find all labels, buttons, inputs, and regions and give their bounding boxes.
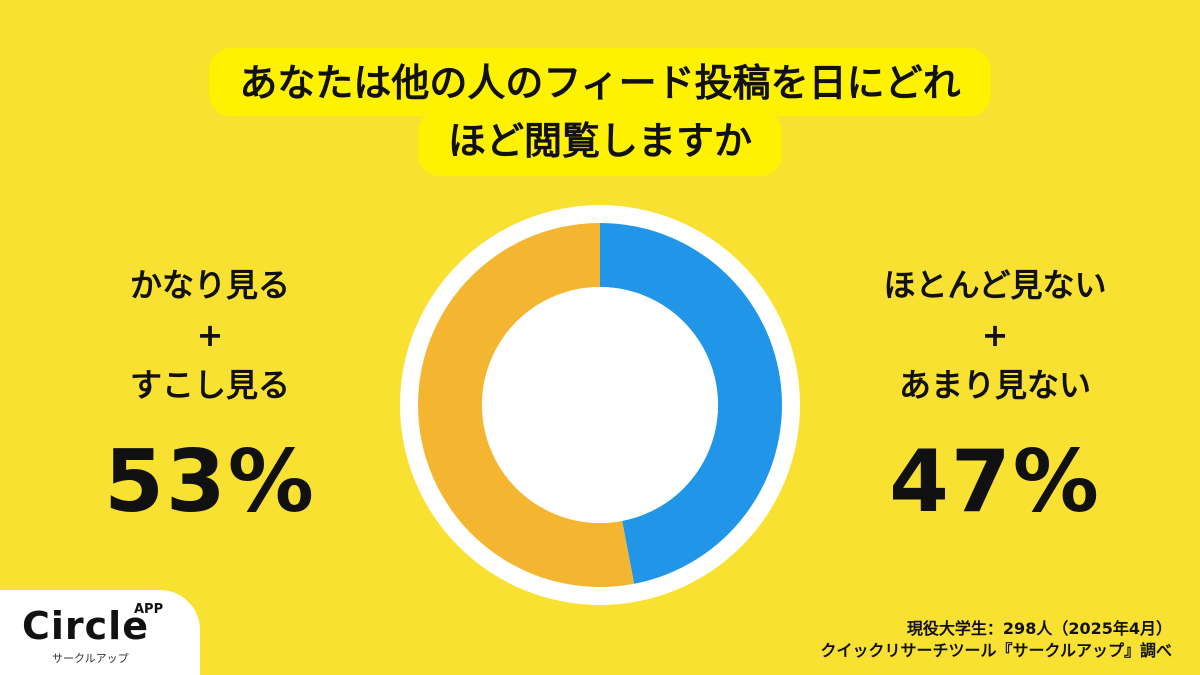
right-percent: 47%: [889, 432, 1101, 532]
logo-kana: サークルアップ: [52, 652, 129, 665]
donut-hole: [482, 287, 718, 523]
source-line-2: クイックリサーチツール『サークルアップ』調べ: [820, 641, 1172, 660]
left-percent: 53%: [104, 432, 316, 532]
logo-app-superscript: APP: [134, 602, 164, 617]
right-label-line-1: ほとんど見ない: [883, 266, 1107, 304]
source-note: 現役大学生：298人（2025年4月） クイックリサーチツール『サークルアップ』…: [820, 618, 1172, 662]
right-legend: ほとんど見ない + あまり見ない 47%: [845, 260, 1145, 532]
left-label-plus: +: [196, 316, 224, 354]
circle-app-logo: Circle APP サークルアップ: [0, 590, 200, 675]
right-label-line-3: あまり見ない: [898, 366, 1091, 404]
title: あなたは他の人のフィード投稿を日にどれ ほど閲覧しますか: [0, 48, 1200, 176]
left-label-line-1: かなり見る: [129, 266, 290, 304]
source-line-1: 現役大学生：298人（2025年4月）: [906, 619, 1172, 638]
title-line-2: ほど閲覧しますか: [417, 110, 782, 176]
left-label-line-3: すこし見る: [129, 366, 290, 404]
logo-brand: Circle: [22, 604, 149, 648]
title-line-1: あなたは他の人のフィード投稿を日にどれ: [209, 48, 991, 116]
donut-slice-often-view: [418, 223, 635, 587]
donut-slice-rarely-view: [600, 223, 783, 584]
right-label-plus: +: [981, 316, 1009, 354]
left-legend: かなり見る + すこし見る 53%: [60, 260, 360, 532]
